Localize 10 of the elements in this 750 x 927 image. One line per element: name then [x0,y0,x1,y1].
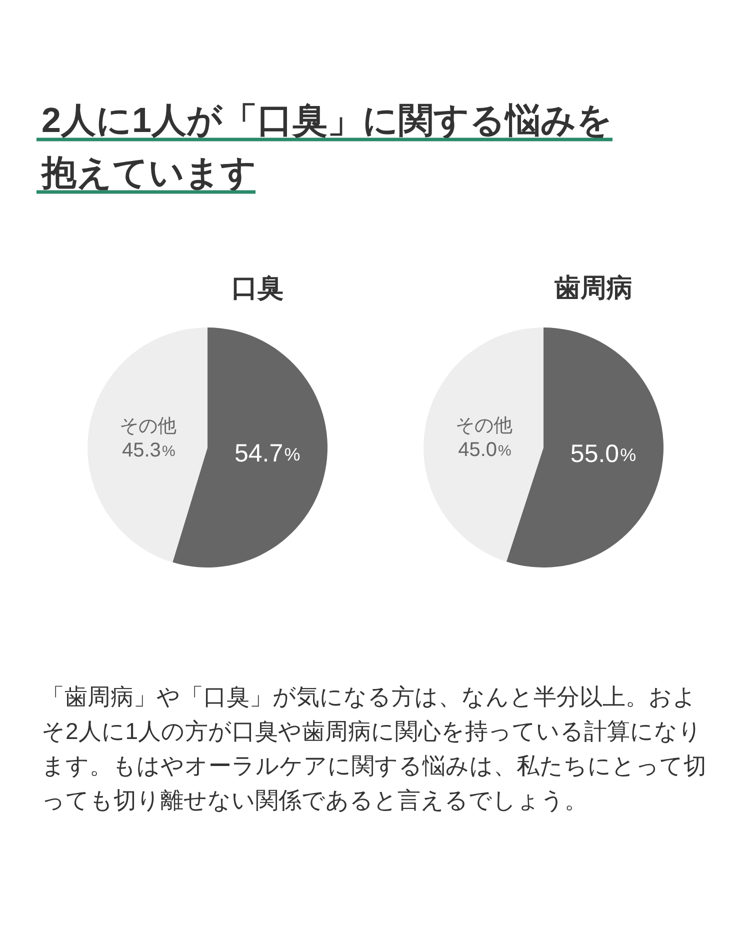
chart-title: 歯周病 [554,272,632,302]
text: 「歯周病」や「口臭」が気になる方は、なんと半分以上。およそ2人に1人の方が口臭や歯周病に関心を持っている計算になります。もはやオーラルケアに関する悩みは、私たちにとって切っても切り離せない関係であると言えるでしょう。 [42,684,706,813]
data-label: 55.0% [570,440,636,468]
data-label: 45.3% [122,440,176,462]
slice-label: その他 [456,416,513,437]
chart-title: 口臭 [232,272,284,302]
slice-label: その他 [120,416,177,438]
data-label: 54.7% [234,439,300,468]
text: 2人に1人が「口臭」に関する悩みを抱えています [40,101,612,192]
data-label: 45.0% [458,439,512,462]
